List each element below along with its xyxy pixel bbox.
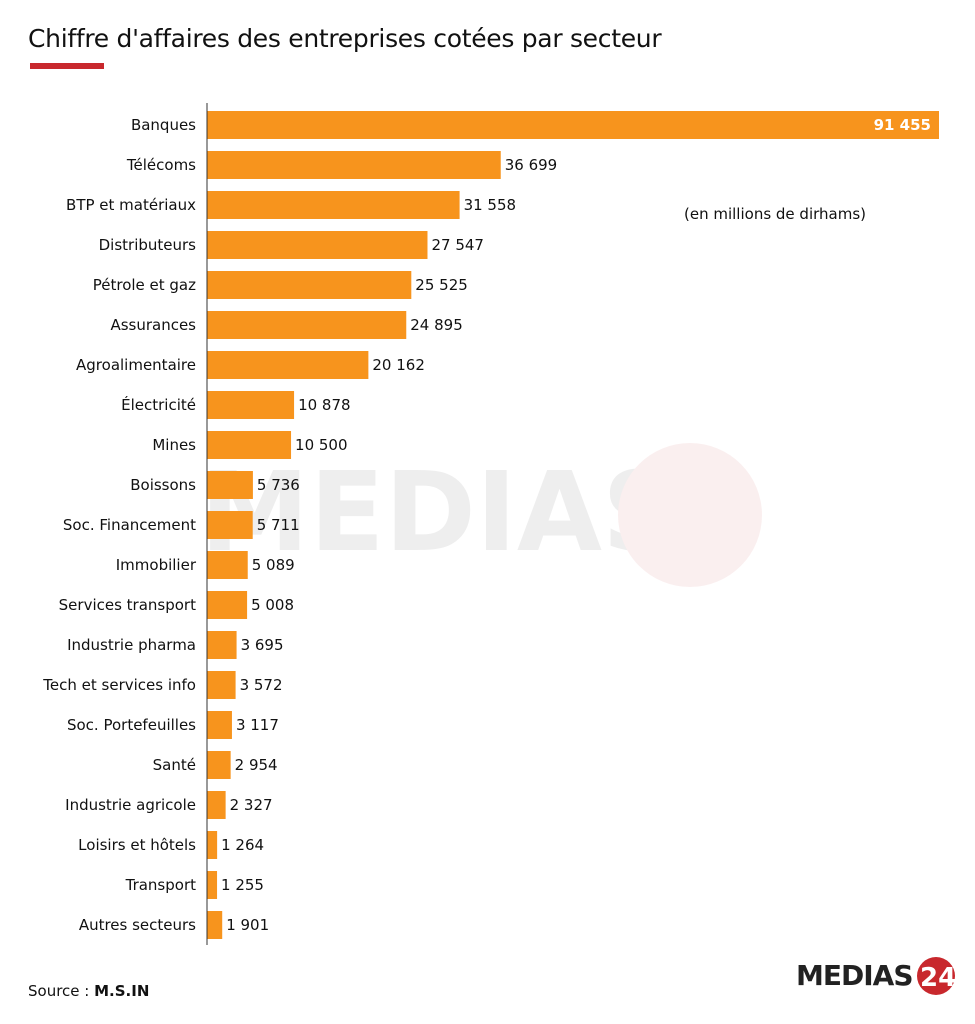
category-label: Électricité [121, 395, 196, 414]
category-label: Boissons [130, 476, 196, 494]
category-label: Pétrole et gaz [93, 276, 196, 294]
value-label: 5 089 [252, 556, 295, 574]
category-label: Santé [153, 756, 196, 774]
value-label: 27 547 [431, 236, 484, 254]
category-label: Soc. Portefeuilles [67, 716, 196, 734]
bar [207, 711, 232, 739]
bar [207, 831, 218, 859]
bar [207, 111, 939, 139]
bar [207, 151, 501, 179]
category-label: Immobilier [116, 556, 197, 574]
bar [207, 591, 248, 619]
category-label: Loisirs et hôtels [78, 836, 196, 854]
watermark-logo: MEDIAS [200, 443, 762, 587]
bar [207, 311, 407, 339]
value-label: 1 901 [226, 916, 269, 934]
bar [207, 391, 295, 419]
bar [207, 471, 253, 499]
bar [207, 511, 253, 539]
source-value: M.S.IN [94, 982, 150, 1000]
category-label: Industrie agricole [65, 796, 196, 814]
bar [207, 551, 248, 579]
category-label: Assurances [110, 316, 196, 334]
category-label: BTP et matériaux [66, 196, 196, 214]
bar [207, 911, 223, 939]
category-label: Soc. Financement [63, 516, 196, 534]
bar [207, 671, 236, 699]
bar [207, 351, 369, 379]
value-label: 91 455 [874, 116, 931, 134]
medias24-logo: MEDIAS 24 [796, 957, 956, 995]
value-label: 10 500 [295, 436, 348, 454]
svg-text:MEDIAS: MEDIAS [200, 448, 681, 576]
category-label: Agroalimentaire [76, 356, 196, 374]
category-label: Transport [125, 876, 197, 894]
bar [207, 191, 460, 219]
value-label: 2 954 [235, 756, 278, 774]
source-note: Source : M.S.IN [28, 982, 149, 1000]
value-label: 31 558 [464, 196, 517, 214]
value-label: 5 008 [251, 596, 294, 614]
value-label: 5 711 [257, 516, 300, 534]
category-label: Mines [152, 436, 196, 454]
bar [207, 271, 412, 299]
value-label: 20 162 [372, 356, 425, 374]
value-label: 3 117 [236, 716, 279, 734]
bar [207, 231, 428, 259]
title-underline [30, 63, 104, 69]
value-label: 1 255 [221, 876, 264, 894]
bar [207, 751, 231, 779]
category-label: Banques [131, 116, 196, 134]
value-label: 5 736 [257, 476, 300, 494]
value-label: 25 525 [415, 276, 468, 294]
value-label: 1 264 [221, 836, 264, 854]
category-label: Services transport [59, 596, 196, 614]
category-label: Autres secteurs [79, 916, 196, 934]
category-label: Tech et services info [42, 676, 196, 694]
category-label: Distributeurs [99, 236, 197, 254]
source-label: Source : [28, 982, 95, 1000]
value-label: 3 572 [240, 676, 283, 694]
value-label: 36 699 [505, 156, 558, 174]
category-label: Industrie pharma [67, 636, 196, 654]
value-label: 2 327 [230, 796, 273, 814]
category-label: Télécoms [126, 156, 196, 174]
value-label: 3 695 [241, 636, 284, 654]
bar [207, 871, 218, 899]
value-label: 24 895 [410, 316, 463, 334]
bar [207, 791, 226, 819]
bar [207, 631, 237, 659]
unit-note: (en millions de dirhams) [684, 205, 866, 223]
svg-text:24: 24 [920, 963, 956, 993]
value-label: 10 878 [298, 396, 351, 414]
chart-title: Chiffre d'affaires des entreprises cotée… [28, 24, 662, 53]
svg-text:MEDIAS: MEDIAS [796, 959, 913, 992]
bar [207, 431, 292, 459]
